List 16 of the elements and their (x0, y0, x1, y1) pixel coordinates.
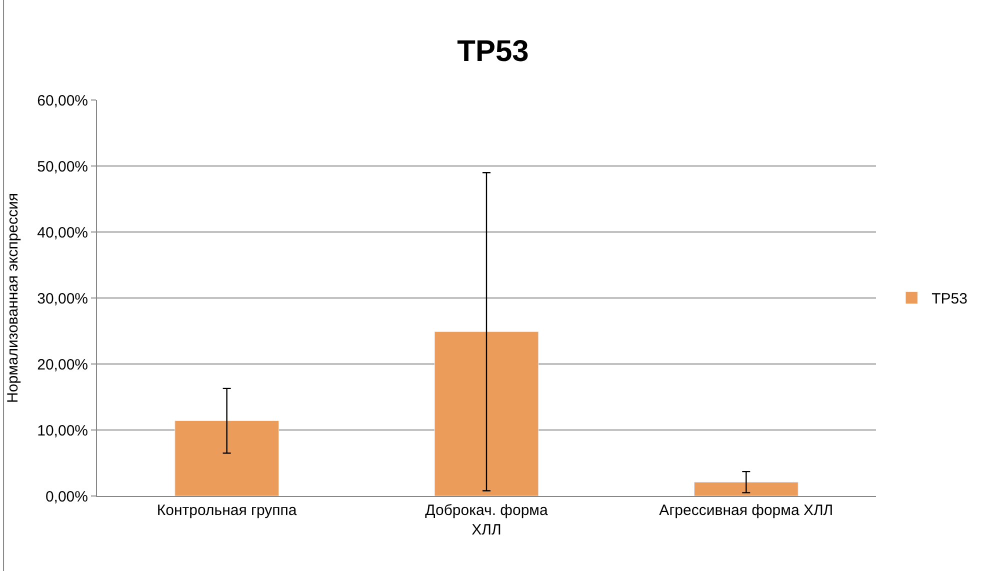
chart-title: TP53 (457, 34, 529, 68)
bar (694, 482, 798, 496)
y-tick-label: 30,00% (37, 290, 88, 308)
x-tick-label: Агрессивная форма ХЛЛ (659, 502, 834, 519)
legend-label: TP53 (932, 290, 968, 308)
bar (174, 420, 280, 496)
y-tick-label: 10,00% (37, 422, 88, 440)
y-axis-title: Нормализованная экспрессия (4, 193, 22, 403)
y-tick-label: 50,00% (37, 158, 88, 176)
x-tick-label: Доброкач. форма ХЛЛ (425, 502, 548, 538)
bar (434, 331, 539, 496)
x-tick-label: Контрольная группа (156, 502, 298, 519)
y-tick-label: 60,00% (37, 92, 88, 110)
y-tick-label: 40,00% (37, 224, 88, 242)
y-tick-label: 0,00% (45, 488, 88, 506)
y-tick-label: 20,00% (37, 356, 88, 374)
